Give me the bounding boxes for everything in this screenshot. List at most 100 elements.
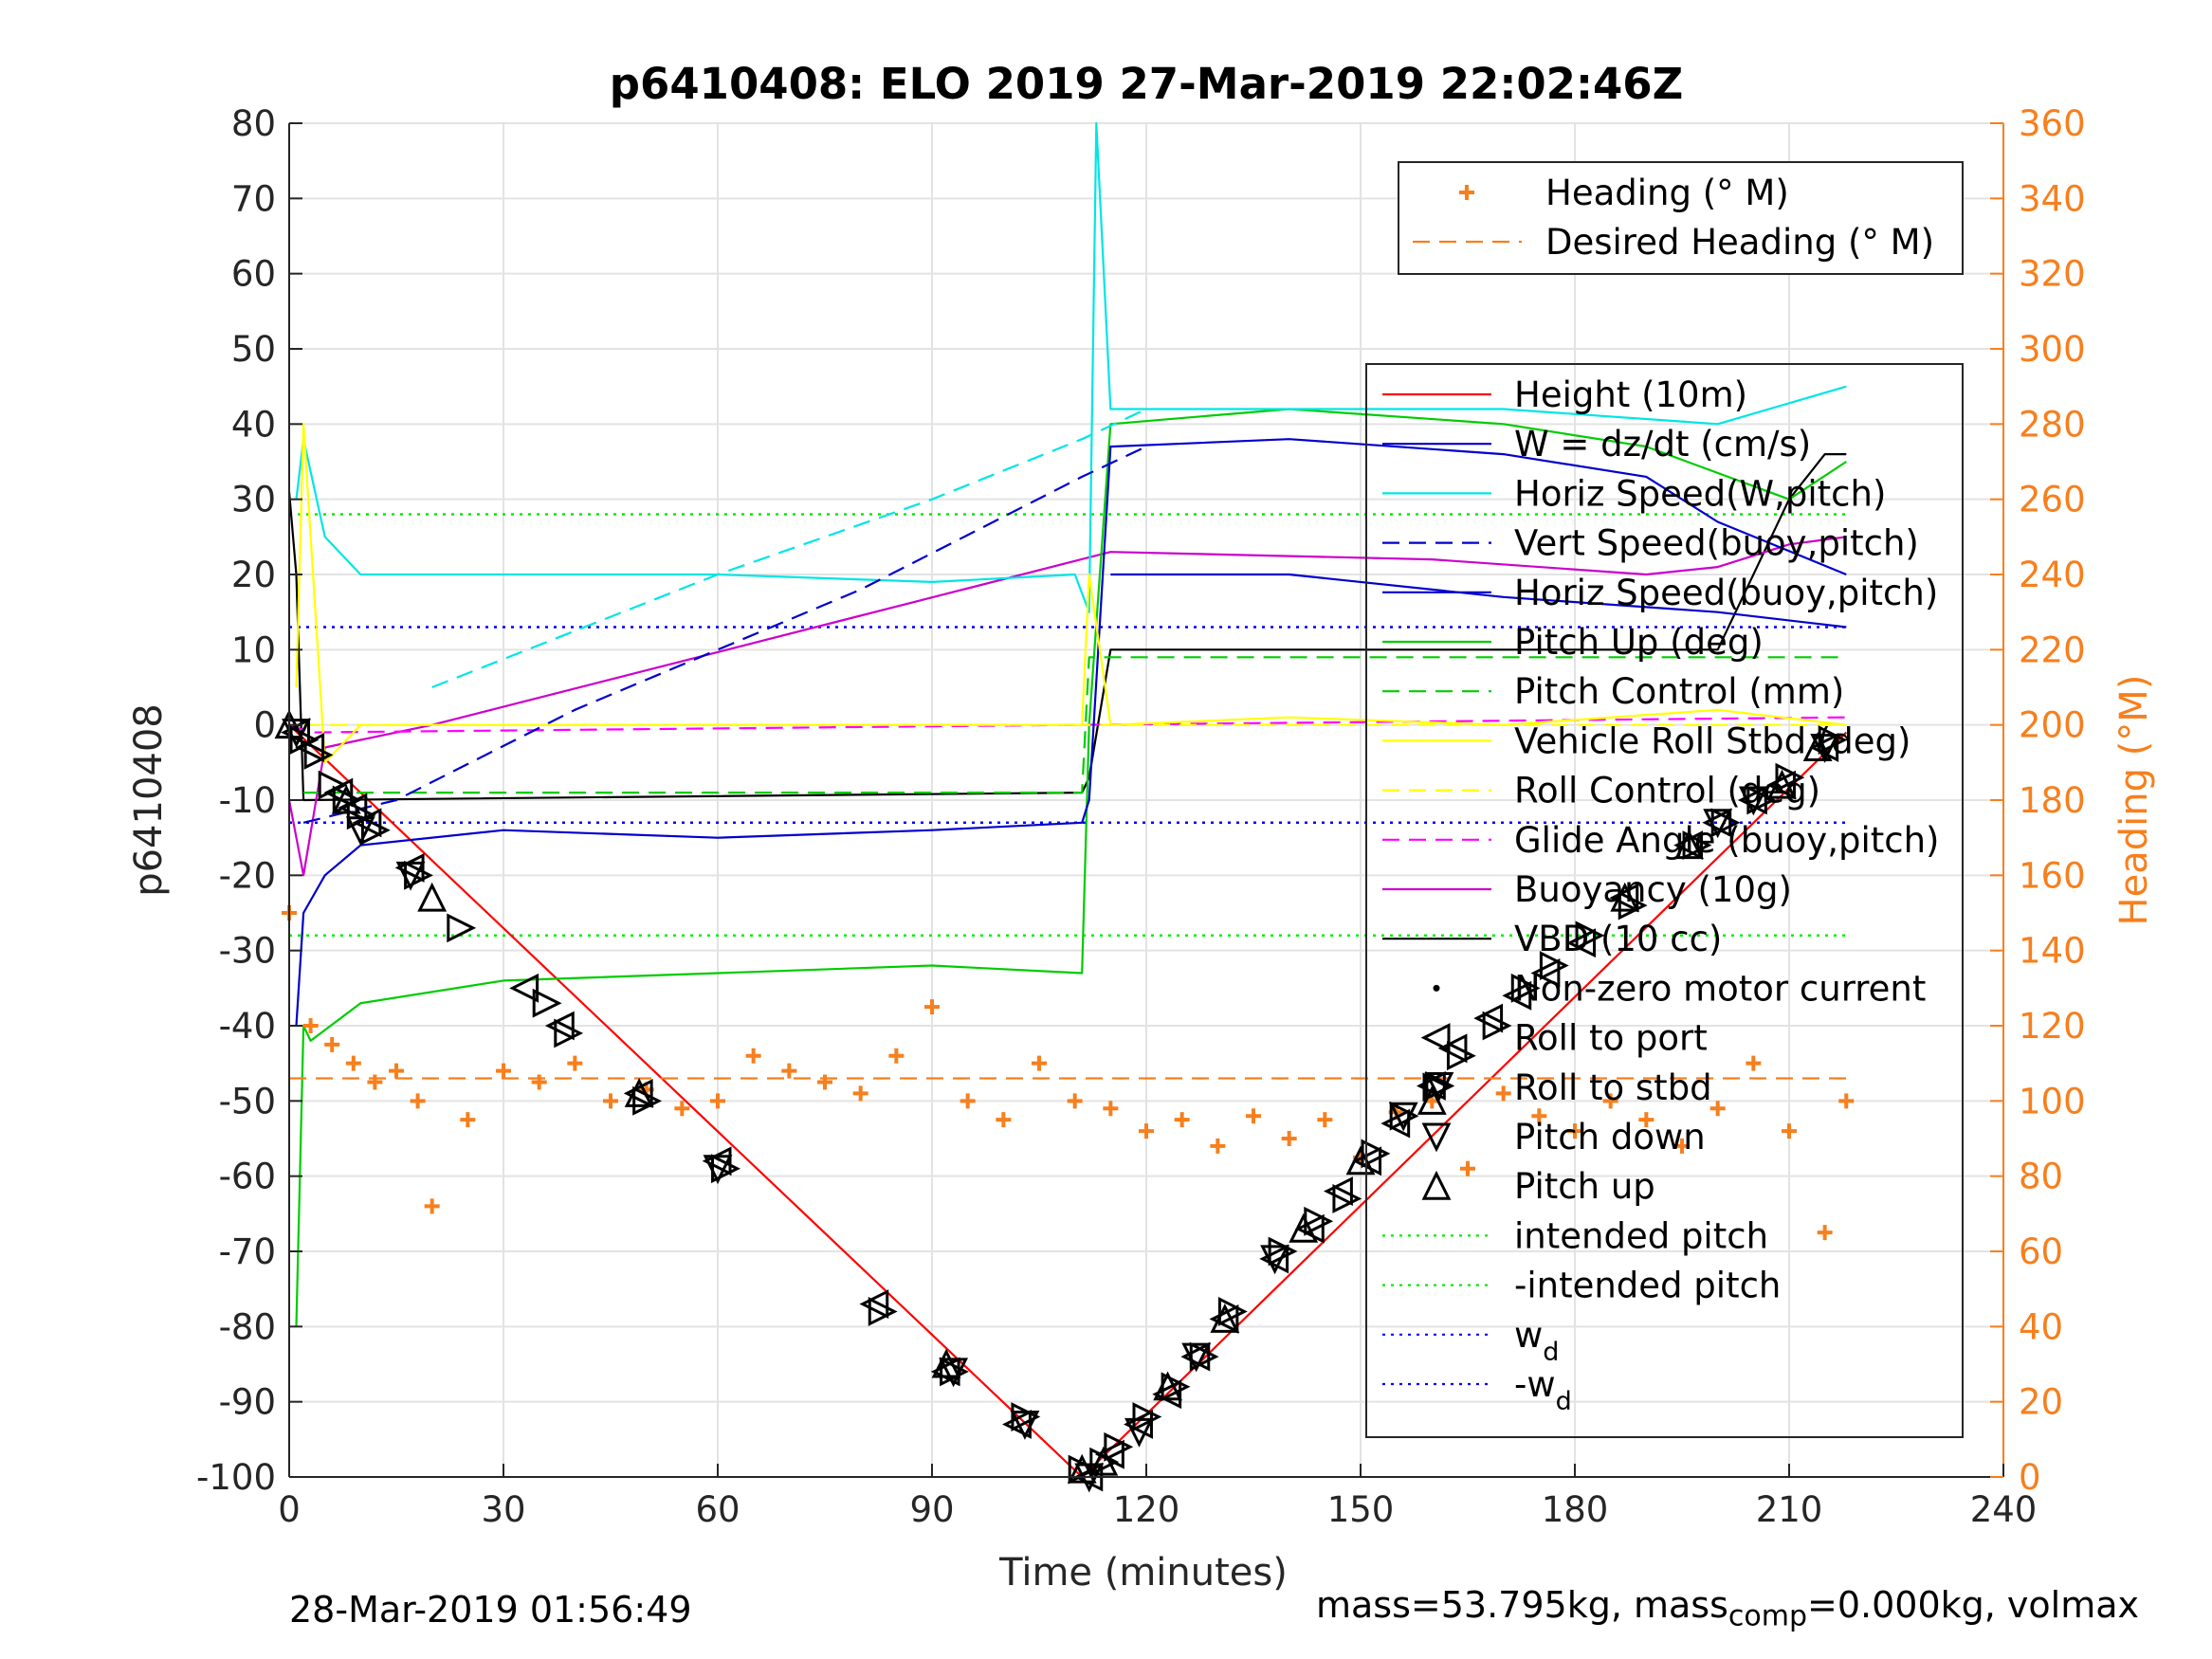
y-tick-label-left: 30 xyxy=(231,480,276,520)
legend-label: Desired Heading (° M) xyxy=(1545,222,1934,263)
heading-point xyxy=(460,1112,476,1128)
y-tick-label-left: 10 xyxy=(231,629,276,670)
y-tick-label-left: 80 xyxy=(231,103,276,144)
roll-to-port-marker xyxy=(544,1011,575,1041)
roll-to-stbd-marker xyxy=(1332,1184,1362,1213)
x-tick-label: 90 xyxy=(909,1489,954,1530)
heading-point xyxy=(1782,1123,1797,1139)
y-tick-label-right: 60 xyxy=(2019,1231,2063,1272)
legend-label: Vehicle Roll Stbd (deg) xyxy=(1514,720,1910,761)
legend-label: VBD (10 cc) xyxy=(1514,919,1722,959)
heading-point xyxy=(852,1085,868,1102)
heading-point xyxy=(531,1074,547,1090)
roll-to-stbd-marker xyxy=(532,988,562,1018)
heading-point xyxy=(1838,1093,1855,1109)
pitch-up-marker xyxy=(1067,1453,1097,1484)
series-line xyxy=(431,408,1147,689)
series-line xyxy=(295,438,1847,1027)
heading-point xyxy=(345,1055,361,1071)
pitch-up-marker xyxy=(1210,1304,1240,1333)
x-tick-label: 60 xyxy=(695,1489,740,1530)
legend-label: Roll to port xyxy=(1514,1018,1708,1059)
legend-label-subscript: d xyxy=(1543,1338,1559,1367)
y-tick-label-right: 160 xyxy=(2019,855,2086,896)
heading-point xyxy=(1531,1108,1547,1124)
roll-to-port-marker xyxy=(1352,1146,1382,1176)
y-tick-label-left: 60 xyxy=(231,254,276,295)
heading-point xyxy=(1495,1085,1511,1102)
heading-point xyxy=(1674,1138,1690,1154)
pitch-up-marker xyxy=(1153,1371,1183,1401)
y-tick-label-right: 280 xyxy=(2019,404,2086,445)
series-line xyxy=(1110,573,1847,629)
roll-to-stbd-marker xyxy=(1217,1297,1248,1326)
pitch-up-marker xyxy=(624,1078,654,1107)
heading-markers xyxy=(282,905,1855,1241)
y-tick-label-right: 220 xyxy=(2019,629,2086,670)
heading-point xyxy=(960,1093,976,1109)
y-tick-label-right: 180 xyxy=(2019,780,2086,821)
roll-to-stbd-marker xyxy=(868,1297,898,1326)
y-tick-label-right: 300 xyxy=(2019,329,2086,370)
heading-point xyxy=(888,1048,905,1064)
heading-point xyxy=(1246,1108,1261,1124)
y-tick-label-left: 0 xyxy=(253,705,276,746)
roll-to-stbd-marker xyxy=(1446,1041,1476,1071)
x-tick-label: 180 xyxy=(1542,1489,1609,1530)
legend-label: intended pitch xyxy=(1514,1215,1768,1256)
pitch-down-marker xyxy=(395,861,426,891)
pitch-down-marker xyxy=(1388,1102,1418,1132)
y-tick-label-left: -50 xyxy=(219,1081,276,1121)
series-line xyxy=(287,453,1847,802)
roll-to-port-marker xyxy=(1530,958,1561,988)
roll-to-stbd-marker xyxy=(1132,1402,1162,1431)
roll-to-stbd-marker xyxy=(346,800,376,830)
y-tick-label-right: 140 xyxy=(2019,931,2086,972)
axes: 0 30 60 90 120 150 180 210 240-100-90-80-70-60-5… xyxy=(196,103,2086,1530)
footer-timestamp: 28-Mar-2019 01:56:49 xyxy=(289,1589,692,1631)
pitch-down-marker xyxy=(1738,786,1768,816)
roll-to-port-marker xyxy=(1180,1341,1211,1372)
heading-point xyxy=(389,1063,404,1079)
heading-point xyxy=(1460,1160,1475,1176)
roll-to-port-marker xyxy=(1673,830,1704,861)
legend-label: Non-zero motor current xyxy=(1514,968,1926,1009)
pitch-down-marker xyxy=(703,1155,733,1185)
roll-to-stbd-marker xyxy=(554,1018,584,1048)
legend-main-box xyxy=(1365,363,1964,1438)
heading-point xyxy=(603,1093,618,1109)
y-axis-label-left: p6410408 xyxy=(127,703,171,897)
y-tick-label-right: 100 xyxy=(2019,1081,2086,1121)
x-tick-label: 0 xyxy=(278,1489,301,1530)
heading-point xyxy=(1638,1112,1654,1128)
heading-point xyxy=(996,1112,1012,1128)
pitch-up-marker xyxy=(1674,830,1704,860)
pitch-down-marker xyxy=(1810,733,1840,763)
y-tick-label-left: -20 xyxy=(219,855,276,896)
roll-to-port-marker xyxy=(1473,1003,1504,1033)
y-tick-label-left: -40 xyxy=(219,1006,276,1047)
y-tick-label-left: -90 xyxy=(219,1382,276,1423)
roll-to-stbd-marker xyxy=(303,739,334,770)
heading-point xyxy=(710,1093,725,1109)
roll-to-port-marker xyxy=(1209,1304,1239,1334)
heading-point xyxy=(1317,1112,1333,1128)
pitch-up-marker xyxy=(1417,1085,1447,1115)
roll-to-port-marker xyxy=(1809,733,1839,762)
heading-point xyxy=(1567,1123,1582,1139)
series-line xyxy=(302,446,1147,824)
legend-heading: Heading (° M) Desired Heading (° M) xyxy=(1398,161,1964,275)
y-axis-label-right: Heading (°M) xyxy=(2112,675,2156,926)
roll-to-port-marker xyxy=(1766,770,1796,800)
legend-main: Height (10m) W = dz/dt (cm/s) Horiz Speed(… xyxy=(1365,363,1964,1438)
legend-label: Pitch Control (mm) xyxy=(1514,671,1844,712)
heading-point xyxy=(496,1063,511,1079)
pitch-down-marker xyxy=(1260,1245,1290,1275)
roll-to-port-marker xyxy=(1294,1213,1325,1244)
roll-to-port-marker xyxy=(623,1078,653,1108)
legend-label: -intended pitch xyxy=(1514,1266,1781,1306)
legend-label: Horiz Speed(W,pitch) xyxy=(1514,473,1886,514)
pitch-up-marker xyxy=(1289,1212,1319,1243)
legend-label: Roll to stbd xyxy=(1514,1067,1712,1108)
heading-point xyxy=(1281,1131,1297,1146)
